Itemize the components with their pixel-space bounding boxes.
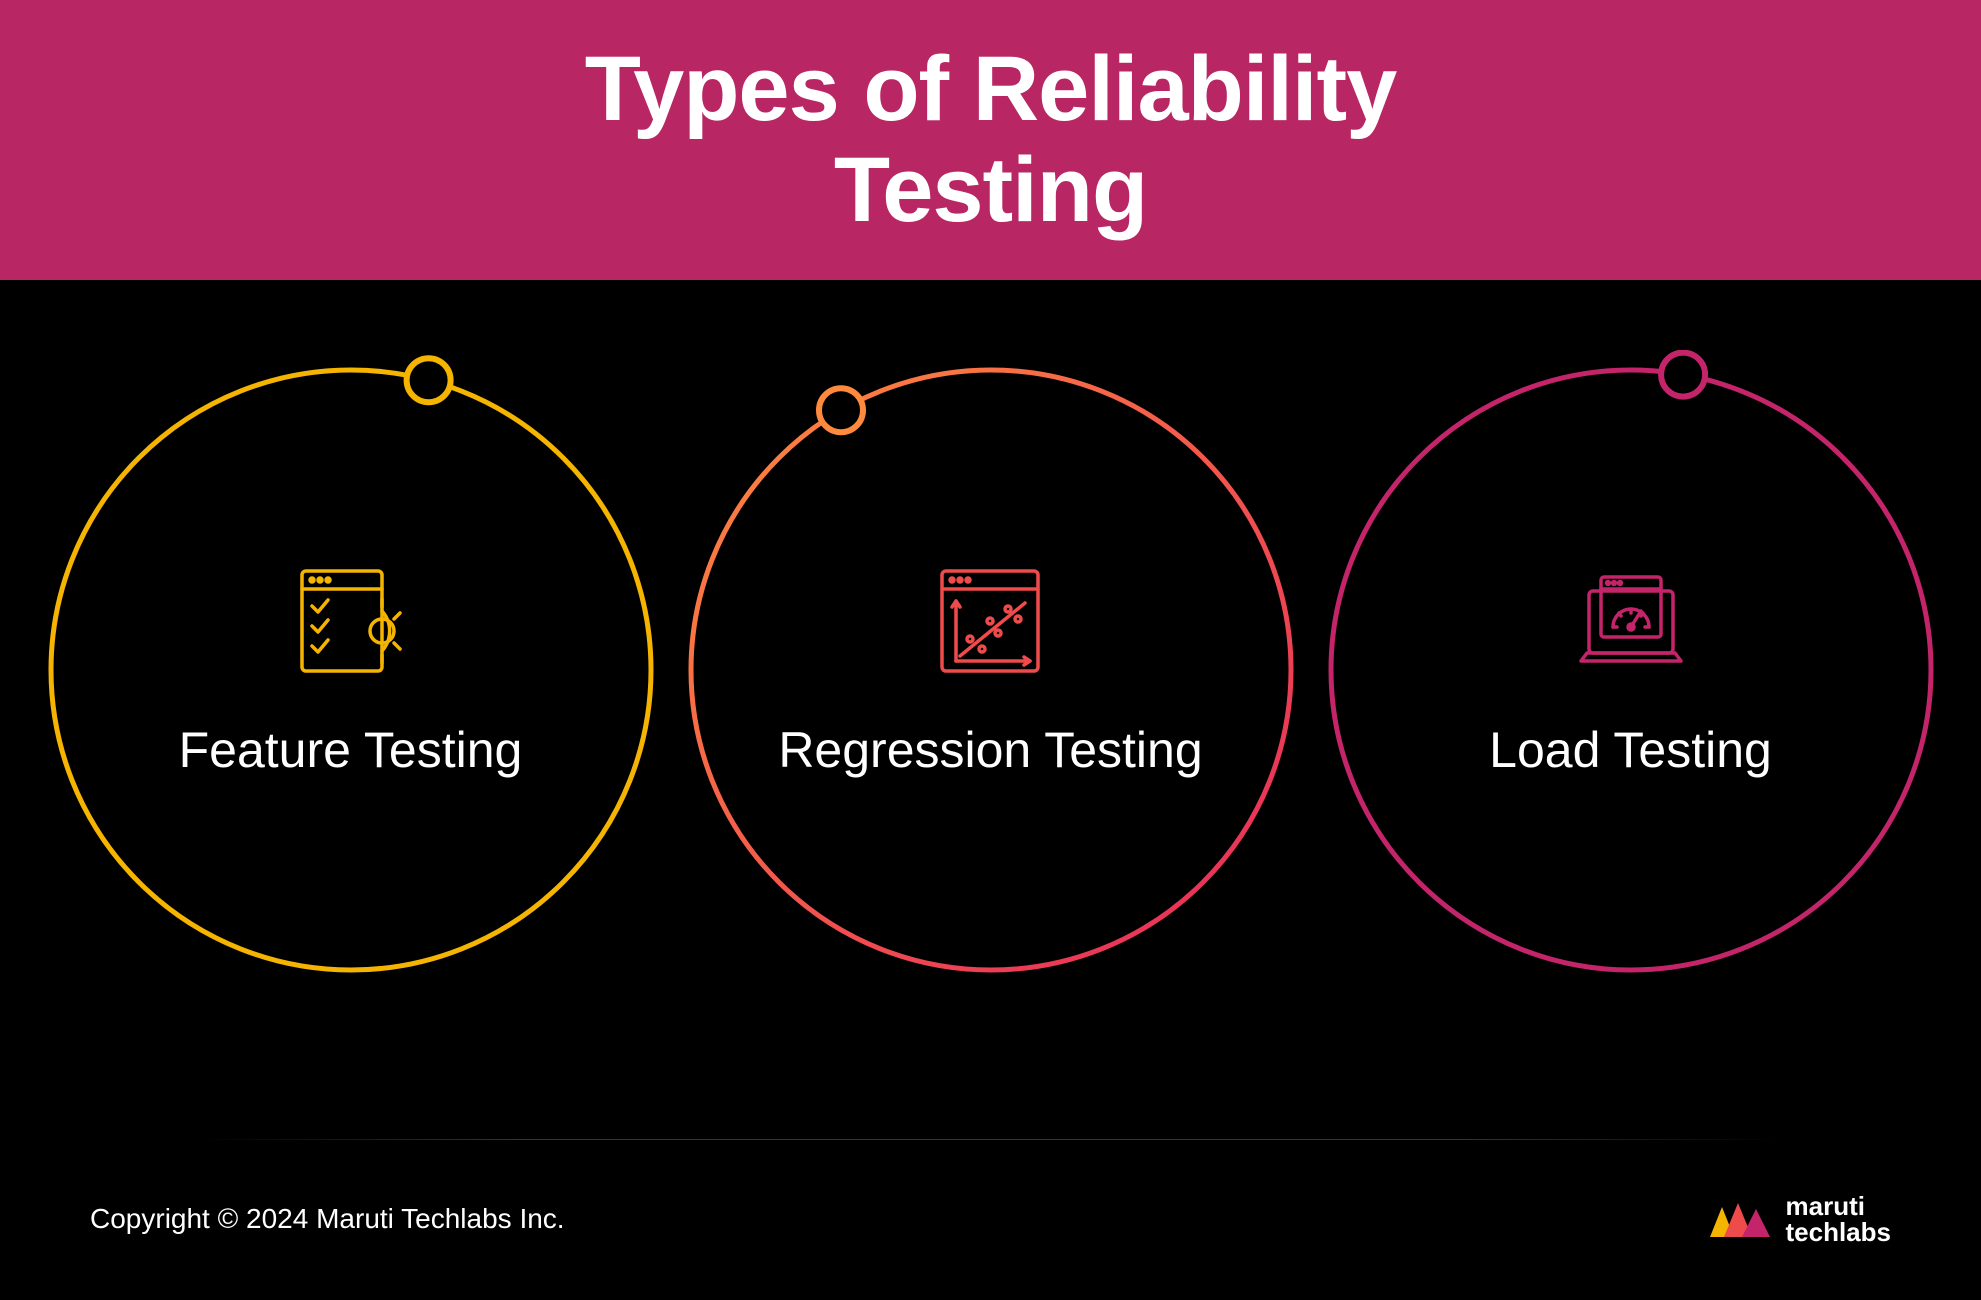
- circle-regression: Regression Testing: [671, 350, 1311, 990]
- footer: Copyright © 2024 Maruti Techlabs Inc. ma…: [90, 1193, 1891, 1245]
- logo-mark-icon: [1708, 1197, 1772, 1241]
- checklist-gear-icon: [290, 561, 410, 681]
- copyright-text: Copyright © 2024 Maruti Techlabs Inc.: [90, 1203, 565, 1235]
- gauge-laptop-icon: [1571, 561, 1691, 681]
- page-title: Types of Reliability Testing: [585, 39, 1397, 241]
- circle-feature: Feature Testing: [31, 350, 671, 990]
- circle-load-content: Load Testing: [1489, 561, 1772, 779]
- footer-divider: [200, 1139, 1781, 1140]
- logo-text-line2: techlabs: [1786, 1219, 1892, 1245]
- circle-feature-label: Feature Testing: [179, 721, 523, 779]
- scatter-chart-icon: [930, 561, 1050, 681]
- brand-logo: maruti techlabs: [1708, 1193, 1892, 1245]
- circle-regression-label: Regression Testing: [778, 721, 1202, 779]
- logo-text-line1: maruti: [1786, 1193, 1892, 1219]
- circle-load: Load Testing: [1311, 350, 1951, 990]
- circle-load-label: Load Testing: [1489, 721, 1772, 779]
- circle-regression-content: Regression Testing: [778, 561, 1202, 779]
- infographic-page: Types of Reliability Testing: [0, 0, 1981, 1300]
- header-banner: Types of Reliability Testing: [0, 0, 1981, 280]
- circle-feature-content: Feature Testing: [179, 561, 523, 779]
- title-line-1: Types of Reliability: [585, 38, 1397, 140]
- title-line-2: Testing: [834, 139, 1147, 241]
- circles-row: Feature Testing: [0, 350, 1981, 990]
- logo-text: maruti techlabs: [1786, 1193, 1892, 1245]
